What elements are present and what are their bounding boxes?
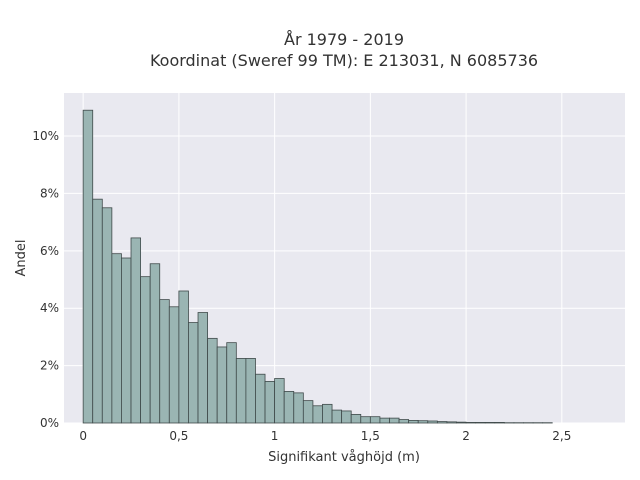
- histogram-bar: [101, 207, 113, 424]
- histogram-bar: [255, 373, 266, 424]
- histogram-bar: [82, 109, 94, 424]
- histogram-bar: [188, 322, 199, 424]
- histogram-bar: [178, 290, 189, 424]
- chart-title-line2: Koordinat (Sweref 99 TM): E 213031, N 60…: [150, 51, 538, 70]
- histogram-bar: [264, 380, 276, 424]
- histogram-bar: [235, 358, 247, 424]
- histogram-bar: [207, 337, 218, 424]
- histogram-bar: [283, 391, 295, 424]
- histogram-bar: [456, 421, 467, 424]
- y-axis-label: Andel: [14, 240, 29, 277]
- histogram-bar: [245, 358, 256, 424]
- y-tick-label: 2%: [40, 359, 59, 373]
- histogram-bar: [417, 420, 429, 424]
- histogram-bar: [274, 378, 285, 424]
- y-tick-label: 0%: [40, 416, 59, 430]
- histogram-bar: [408, 420, 419, 424]
- chart-title-line1: År 1979 - 2019: [284, 30, 404, 49]
- histogram-bar: [312, 405, 323, 424]
- histogram-bar: [389, 417, 400, 424]
- y-axis-ticks: 0% 2% 4% 6% 8% 10%: [32, 129, 59, 430]
- histogram-bar: [140, 276, 151, 424]
- x-tick-label: 1,5: [361, 429, 380, 443]
- histogram-bar: [446, 421, 457, 424]
- histogram-bar: [484, 422, 496, 424]
- histogram-bar: [465, 422, 477, 424]
- x-tick-label: 1: [271, 429, 279, 443]
- histogram-bar: [92, 198, 103, 424]
- histogram-bar: [398, 419, 410, 424]
- histogram-bars: [82, 109, 553, 424]
- histogram-bar: [226, 342, 237, 424]
- histogram-bar: [293, 392, 304, 424]
- histogram-bar: [149, 263, 161, 424]
- histogram-bar: [341, 410, 352, 424]
- histogram-bar: [475, 422, 486, 424]
- x-axis-label: Signifikant våghöjd (m): [268, 450, 420, 465]
- y-tick-label: 8%: [40, 186, 59, 200]
- histogram-bar: [427, 420, 438, 424]
- histogram-bar: [130, 237, 141, 424]
- y-tick-label: 10%: [32, 129, 59, 143]
- y-tick-label: 4%: [40, 301, 59, 315]
- histogram-bar: [360, 416, 371, 424]
- histogram-bar: [159, 299, 170, 424]
- histogram-bar: [436, 421, 448, 424]
- y-tick-label: 6%: [40, 244, 59, 258]
- histogram-bar: [111, 253, 122, 424]
- histogram-bar: [121, 257, 132, 424]
- x-tick-label: 0: [79, 429, 87, 443]
- histogram-bar: [379, 417, 390, 424]
- histogram-bar: [216, 346, 228, 424]
- x-tick-label: 0,5: [169, 429, 188, 443]
- histogram-bar: [322, 403, 333, 424]
- histogram-bar: [331, 409, 343, 424]
- x-tick-label: 2,5: [552, 429, 571, 443]
- histogram-bar: [302, 400, 314, 424]
- x-tick-label: 2: [462, 429, 470, 443]
- histogram-bar: [197, 312, 209, 424]
- histogram-bar: [494, 422, 505, 424]
- x-axis-ticks: 0 0,5 1 1,5 2 2,5: [79, 429, 571, 443]
- histogram-bar: [350, 413, 362, 424]
- histogram-bar: [168, 306, 180, 424]
- histogram-bar: [369, 416, 381, 424]
